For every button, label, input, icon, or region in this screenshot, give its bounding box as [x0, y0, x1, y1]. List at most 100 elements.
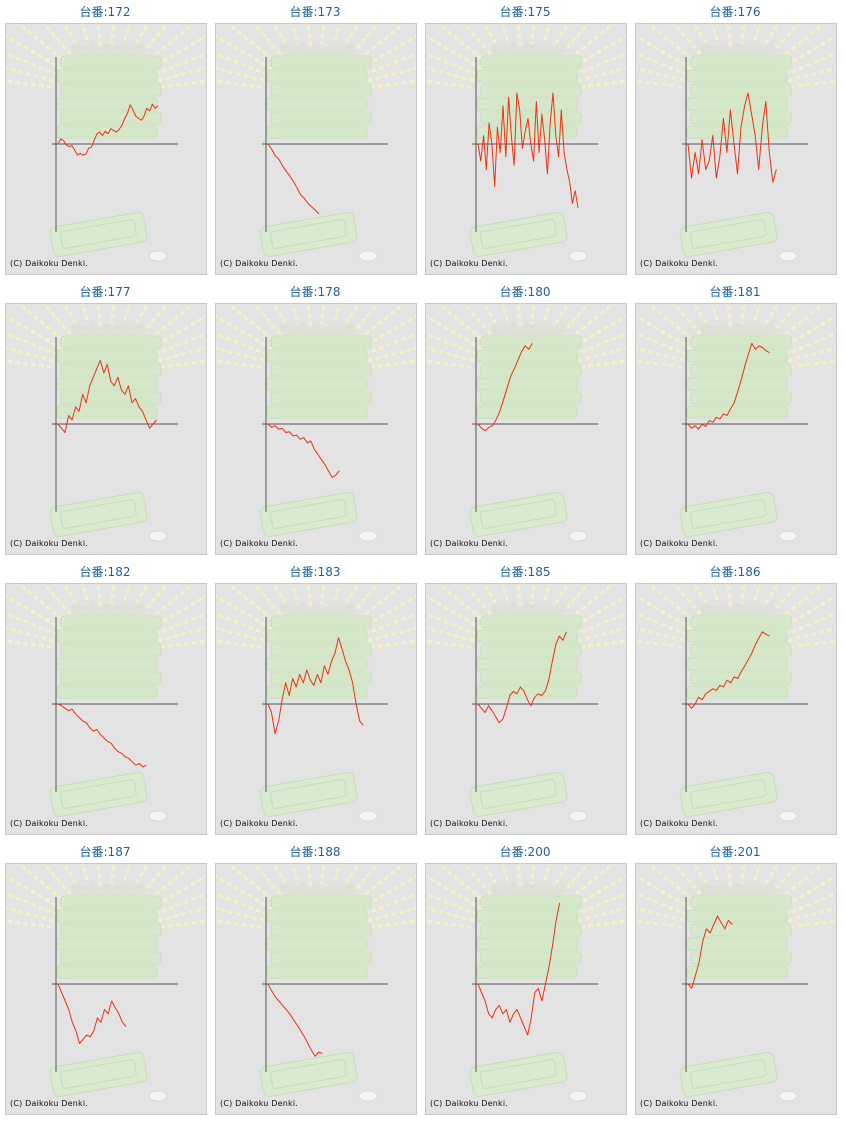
sunburst-ray [109, 864, 116, 895]
sunburst-ray [6, 34, 64, 71]
sunburst-ray [636, 314, 694, 351]
sunburst-ray [500, 304, 515, 336]
coin-shape [778, 1090, 798, 1102]
chart-svg [426, 304, 626, 542]
sunburst-ray [344, 24, 380, 62]
sunburst-ray [290, 584, 305, 616]
chart-cell: 台番:176 (C) Daikoku Denki. [630, 0, 840, 280]
sunburst-ray [500, 584, 515, 616]
chart-svg [6, 864, 206, 1102]
coin-shape [148, 1090, 168, 1102]
sunburst-ray [778, 594, 836, 631]
sunburst-ray [6, 594, 64, 631]
background-art [426, 24, 626, 262]
sunburst-ray [252, 304, 288, 342]
ball-shape [554, 43, 566, 55]
chart-svg [216, 24, 416, 262]
sunburst-ray [789, 639, 836, 649]
sunburst-ray [554, 304, 590, 342]
sunburst-ray [500, 864, 515, 896]
sunburst-ray [764, 304, 800, 342]
series-line [477, 343, 533, 432]
chart-cell: 台番:178 (C) Daikoku Denki. [210, 280, 420, 560]
ball-shape [554, 323, 566, 335]
chart-title: 台番:185 [499, 565, 551, 579]
chart-title: 台番:178 [289, 285, 341, 299]
sunburst-ray [636, 34, 694, 71]
sunburst-ray [764, 24, 800, 62]
sunburst-ray [159, 359, 206, 369]
sunburst-ray [226, 584, 280, 626]
copyright-text: (C) Daikoku Denki. [430, 539, 509, 548]
chart-cell: 台番:181 (C) Daikoku Denki. [630, 280, 840, 560]
sunburst-ray [529, 864, 536, 895]
sunburst-ray [710, 24, 725, 56]
sunburst-ray [579, 919, 626, 929]
ball-shape [764, 323, 776, 335]
sunburst-ray [426, 874, 484, 911]
sunburst-ray [436, 864, 490, 906]
chart-svg [426, 584, 626, 822]
series-line [687, 92, 777, 183]
ball-shape [134, 883, 146, 895]
sunburst-ray [636, 359, 683, 369]
sunburst-ray [636, 79, 683, 89]
chart-panel: (C) Daikoku Denki. [635, 583, 837, 835]
chart-svg [426, 24, 626, 262]
coin-shape [148, 810, 168, 822]
chart-svg [216, 864, 416, 1102]
chart-svg [6, 584, 206, 822]
chart-panel: (C) Daikoku Denki. [5, 863, 207, 1115]
tray-shape [259, 1051, 358, 1098]
sunburst-ray [516, 304, 523, 335]
sunburst-ray [636, 612, 689, 637]
background-art [6, 304, 206, 542]
sunburst-ray [636, 639, 683, 649]
copyright-text: (C) Daikoku Denki. [220, 1099, 299, 1108]
sunburst-ray [363, 612, 416, 637]
copyright-text: (C) Daikoku Denki. [430, 259, 509, 268]
chart-title: 台番:173 [289, 5, 341, 19]
sunburst-ray [646, 304, 700, 346]
background-art [6, 24, 206, 262]
sunburst-ray [16, 584, 70, 626]
coin-shape [568, 810, 588, 822]
sunburst-ray [672, 864, 708, 902]
chart-panel: (C) Daikoku Denki. [5, 303, 207, 555]
sunburst-ray [726, 864, 733, 895]
sunburst-ray [363, 52, 416, 77]
background-art [426, 304, 626, 542]
ball-shape [344, 43, 356, 55]
tray-shape [679, 1051, 778, 1098]
copyright-text: (C) Daikoku Denki. [10, 539, 89, 548]
sunburst-ray [42, 864, 78, 902]
chart-title: 台番:177 [79, 285, 131, 299]
chart-cell: 台番:177 (C) Daikoku Denki. [0, 280, 210, 560]
chart-cell: 台番:188 (C) Daikoku Denki. [210, 840, 420, 1120]
sunburst-ray [153, 52, 206, 77]
tray-shape [469, 1051, 568, 1098]
sunburst-ray [42, 24, 78, 62]
chart-svg [636, 304, 836, 542]
sunburst-ray [739, 304, 746, 335]
coin-shape [358, 250, 378, 262]
copyright-text: (C) Daikoku Denki. [640, 259, 719, 268]
sunburst-ray [436, 304, 490, 346]
sunburst-ray [726, 304, 733, 335]
sunburst-ray [216, 612, 269, 637]
copyright-text: (C) Daikoku Denki. [430, 819, 509, 828]
chart-cell: 台番:183 (C) Daikoku Denki. [210, 560, 420, 840]
copyright-text: (C) Daikoku Denki. [10, 1099, 89, 1108]
chart-svg [216, 584, 416, 822]
sunburst-ray [426, 639, 473, 649]
tray-shape [679, 211, 778, 258]
sunburst-ray [426, 52, 479, 77]
sunburst-ray [216, 639, 263, 649]
chart-title: 台番:176 [709, 5, 761, 19]
sunburst-ray [462, 584, 498, 622]
sunburst-ray [562, 304, 616, 346]
sunburst-ray [306, 584, 313, 615]
coin-shape [778, 810, 798, 822]
sunburst-ray [226, 24, 280, 66]
